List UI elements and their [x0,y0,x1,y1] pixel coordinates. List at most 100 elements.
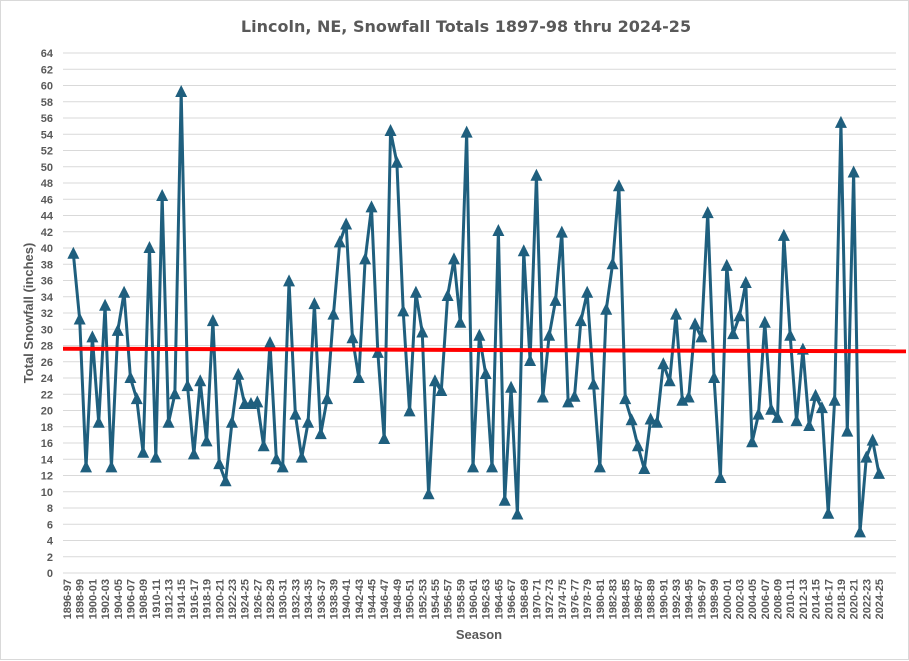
x-tick-label: 1946-47 [379,579,391,619]
y-tick-label: 36 [41,276,53,288]
data-point-marker [612,179,625,192]
data-point-marker [92,415,105,428]
x-tick-label: 1998-99 [709,579,721,619]
data-point-marker [619,392,632,405]
data-point-marker [505,380,518,393]
data-point-marker [695,330,708,343]
y-tick-label: 18 [41,422,53,434]
data-point-marker [340,217,353,230]
data-point-marker [657,357,670,370]
data-point-marker [727,327,740,340]
x-tick-label: 1942-43 [354,579,366,619]
data-point-marker [130,392,143,405]
y-tick-label: 46 [41,194,53,206]
data-point-marker [181,379,194,392]
y-axis-ticks: 0246810121416182022242628303234363840424… [41,48,54,580]
y-tick-label: 28 [41,341,53,353]
y-tick-label: 4 [47,536,54,548]
y-tick-label: 22 [41,389,53,401]
data-point-marker [473,328,486,341]
data-point-marker [625,413,638,426]
data-point-marker [314,427,327,440]
x-tick-label: 1944-45 [367,579,379,619]
data-point-marker [156,189,169,201]
data-point-marker [143,241,156,253]
x-tick-label: 1936-37 [316,579,328,619]
data-point-marker [562,395,575,408]
data-point-marker [308,297,321,310]
y-tick-label: 32 [41,308,53,320]
data-point-marker [124,371,137,383]
y-tick-label: 40 [41,243,53,255]
data-point-marker [403,404,416,417]
data-point-marker [225,415,238,428]
x-tick-label: 1960-61 [468,579,480,619]
y-tick-label: 64 [41,48,54,60]
data-point-marker [809,388,822,401]
x-tick-label: 1988-89 [646,579,658,619]
data-point-marker [321,392,334,405]
data-point-marker [777,228,790,241]
data-point-marker [606,257,619,270]
x-tick-label: 2010-11 [785,579,797,619]
y-tick-label: 20 [41,406,53,418]
data-point-marker [517,244,530,257]
x-tick-label: 1952-53 [417,579,429,619]
data-point-marker [333,235,346,248]
data-point-marker [631,439,644,452]
y-tick-label: 48 [41,178,53,190]
data-point-marker [739,275,752,288]
x-tick-label: 1994-95 [684,579,696,619]
x-tick-label: 1896-97 [62,579,74,619]
data-point-marker [460,125,473,138]
data-point-marker [302,415,315,428]
data-point-marker [555,225,568,238]
x-tick-label: 1956-57 [443,579,455,619]
y-tick-label: 14 [41,454,54,466]
y-tick-label: 42 [41,227,53,239]
data-point-marker [168,387,181,400]
x-axis-title: Season [456,627,502,642]
data-point-marker [765,402,778,415]
x-tick-label: 1970-71 [531,579,543,619]
x-tick-label: 1980-81 [595,579,607,619]
data-point-marker [467,460,479,473]
x-tick-label: 1976-77 [570,579,582,619]
x-tick-label: 1974-75 [557,579,569,619]
data-point-marker [841,424,854,437]
data-point-marker [511,507,524,520]
data-point-marker [384,124,397,136]
x-tick-label: 1924-25 [240,579,252,619]
x-tick-label: 1914-15 [176,579,188,619]
x-tick-label: 1986-87 [633,579,645,619]
data-point-marker [860,450,873,463]
x-tick-label: 1948-49 [392,579,404,619]
data-point-marker [543,328,556,341]
x-tick-label: 1910-11 [151,579,163,619]
data-point-marker [587,377,600,390]
data-point-marker [435,384,448,396]
y-tick-label: 8 [47,503,53,515]
x-tick-label: 1934-35 [303,579,315,619]
data-point-marker [422,487,435,500]
y-tick-label: 58 [41,97,53,109]
data-point-marker [206,314,219,327]
gridlines [63,52,896,574]
data-point-marker [257,439,270,452]
data-point-marker [714,470,727,483]
x-tick-label: 1992-93 [671,579,683,619]
x-tick-label: 1920-21 [214,579,226,619]
x-tick-label: 1982-83 [608,579,620,619]
x-tick-label: 1922-23 [227,579,239,619]
data-point-marker [352,371,365,383]
data-point-marker [498,493,511,506]
data-point-marker [771,410,784,423]
data-point-marker [733,309,746,322]
x-tick-label: 1928-29 [265,579,277,619]
data-point-marker [803,418,816,431]
data-point-marker [701,206,714,219]
x-tick-label: 2004-05 [747,579,759,619]
y-tick-label: 44 [41,211,54,223]
data-point-marker [815,401,828,414]
